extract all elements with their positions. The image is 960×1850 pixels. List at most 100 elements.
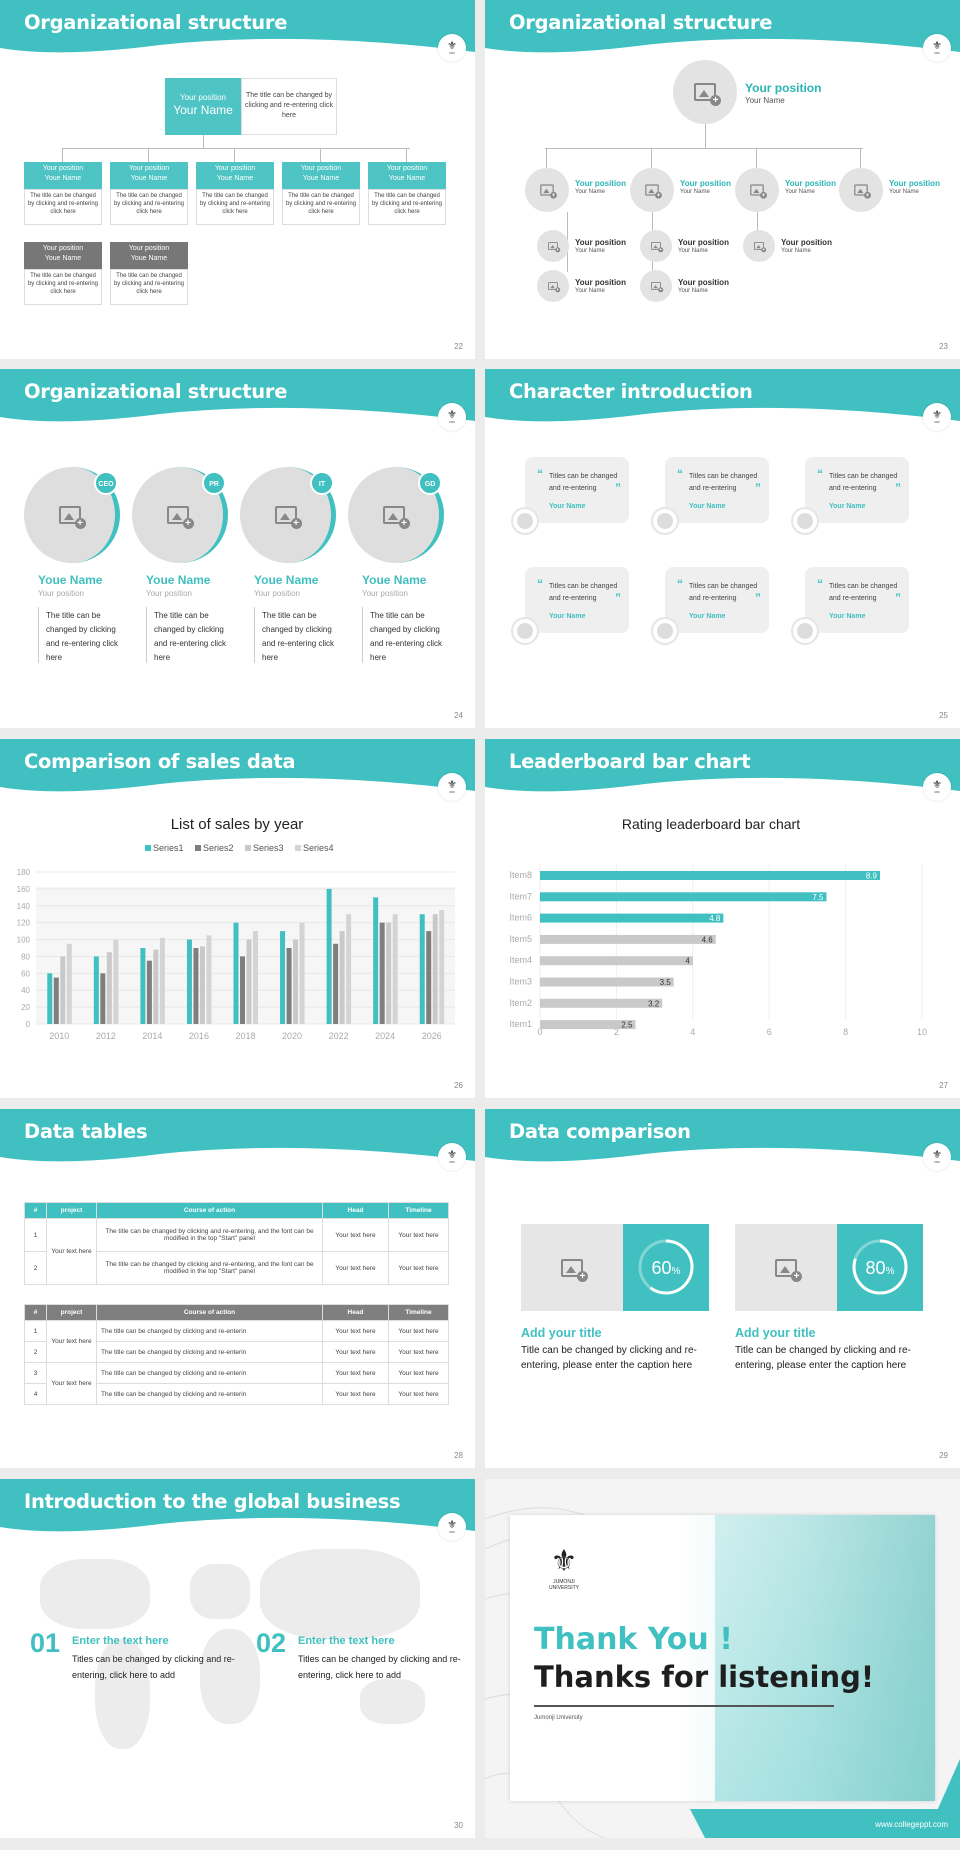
x-tick-label: 8 (843, 1027, 848, 1037)
sub-member-avatar[interactable] (743, 230, 775, 262)
item-text: Titles can be changed by clicking and re… (298, 1654, 461, 1680)
org-member-box[interactable]: Your position Youe Name (24, 162, 102, 189)
slide-title: Data comparison (509, 1120, 691, 1143)
org-member-box[interactable]: Your position Youe Name (110, 242, 188, 269)
org-member-box[interactable]: Your position Youe Name (368, 162, 446, 189)
legend-label: Series1 (153, 843, 184, 853)
bar (419, 914, 425, 1024)
quote-card[interactable]: “ Titles can be changed and re-entering” Y… (665, 457, 769, 523)
slide-25[interactable]: Character introduction ⚜ UNIV “ Titles can… (485, 369, 960, 728)
sub-member-avatar[interactable] (537, 230, 569, 262)
open-quote-icon: “ (677, 577, 683, 591)
sub-member-avatar[interactable] (640, 270, 672, 302)
bar (159, 937, 165, 1024)
data-label: 2.5 (621, 1021, 633, 1030)
data-label: 3.2 (648, 999, 660, 1008)
member-position: Your position (146, 589, 192, 598)
bar (253, 931, 258, 1024)
image-icon (651, 281, 664, 293)
slide-30[interactable]: Introduction to the global business ⚜ UNI… (0, 1479, 475, 1838)
percent-panel: 60% (623, 1224, 709, 1311)
org-member-box[interactable]: Your position Youe Name (282, 162, 360, 189)
table-row[interactable]: 3 Your text here The title can be changed … (24, 1362, 449, 1405)
org-member-box[interactable]: Your position Youe Name (24, 242, 102, 269)
quote-card[interactable]: “ Titles can be changed and re-entering” Y… (525, 457, 629, 523)
university-logo: ⚜ UNIV (438, 34, 466, 62)
user-icon (657, 513, 673, 529)
bar (199, 946, 205, 1024)
x-tick-label: 2018 (235, 1031, 255, 1041)
table-row[interactable]: 1 Your text here The title can be changed … (24, 1218, 449, 1285)
quote-name: Your Name (689, 503, 726, 510)
sales-bar-chart: List of sales by year Series1 Series2 Serie… (17, 816, 455, 1041)
website-url[interactable]: www.collegeppt.com (875, 1820, 948, 1829)
item-text: Title can be changed by clicking and re-… (521, 1345, 697, 1371)
org-top-box[interactable]: Your position Your Name (165, 78, 241, 135)
x-tick-label: 2010 (49, 1031, 69, 1041)
member-avatar[interactable] (839, 168, 883, 212)
table-row[interactable]: 2 The title can be changed by clicking an… (24, 1251, 449, 1285)
x-tick-label: 2020 (282, 1031, 302, 1041)
slide-28[interactable]: Data tables ⚜ UNIV # project Course of ac… (0, 1109, 475, 1468)
page-number: 22 (454, 342, 463, 351)
member-name: Youe Name (362, 573, 427, 587)
slide-23[interactable]: Organizational structure ⚜UNIV Your posi… (485, 0, 960, 359)
slide-title: Organizational structure (509, 11, 773, 34)
slide-title: Comparison of sales data (24, 750, 296, 773)
top-avatar[interactable] (673, 60, 737, 124)
avatar (791, 507, 819, 535)
user-icon (517, 513, 533, 529)
member-name: Youe Name (146, 573, 211, 587)
percent-value: 80% (865, 1258, 895, 1278)
page-number: 29 (939, 1451, 948, 1460)
bar (373, 897, 379, 1024)
bar (280, 931, 286, 1024)
thanks-card: ⚜ JUMONJI UNIVERSITY Thank You ! Thanks … (510, 1515, 935, 1801)
table-row[interactable]: 1 Your text here The title can be changed … (24, 1320, 449, 1363)
image-placeholder[interactable] (735, 1224, 837, 1311)
bar (246, 939, 252, 1024)
slide-24[interactable]: Organizational structure ⚜UNIV CEO Youe N… (0, 369, 475, 728)
quote-name: Your Name (549, 613, 586, 620)
y-tick-label: Item1 (509, 1019, 532, 1029)
quote-card[interactable]: “ Titles can be changed and re-entering” Y… (665, 567, 769, 633)
bar (540, 913, 724, 923)
quote-card[interactable]: “ Titles can be changed and re-entering” Y… (805, 457, 909, 523)
slide-29[interactable]: Data comparison ⚜UNIV 60% Add your title T… (485, 1109, 960, 1468)
progress-ring (852, 1239, 908, 1295)
sub-member-avatar[interactable] (640, 230, 672, 262)
x-tick-label: 4 (690, 1027, 695, 1037)
org-member-desc: The title can be changed by clicking and… (368, 189, 446, 225)
slide-31[interactable]: ⚜ JUMONJI UNIVERSITY Thank You ! Thanks … (485, 1479, 960, 1838)
member-avatar[interactable] (525, 168, 569, 212)
member-avatar[interactable] (735, 168, 779, 212)
quote-card[interactable]: “ Titles can be changed and re-entering” Y… (805, 567, 909, 633)
percent-panel: 80% (837, 1224, 923, 1311)
image-icon (548, 241, 561, 253)
slide-22[interactable]: Organizational structure ⚜ UNIV Your posi… (0, 0, 475, 359)
slide-26[interactable]: Comparison of sales data ⚜ UNIV List of s… (0, 739, 475, 1098)
chart-title: List of sales by year (171, 816, 304, 833)
user-icon (517, 623, 533, 639)
member-position: Your position (254, 589, 300, 598)
table-row[interactable]: 4 The title can be changed by clicking an… (24, 1383, 449, 1405)
table-row[interactable]: 2 The title can be changed by clicking an… (24, 1341, 449, 1363)
org-member-box[interactable]: Your position Youe Name (196, 162, 274, 189)
quote-card[interactable]: “ Titles can be changed and re-entering” Y… (525, 567, 629, 633)
org-member-box[interactable]: Your position Youe Name (110, 162, 188, 189)
member-name: Your Name (680, 189, 710, 195)
bar (540, 892, 827, 902)
top-position: Your position (745, 81, 822, 95)
image-icon (754, 241, 767, 253)
item-number: 02 (256, 1628, 287, 1658)
item-heading: Add your title (735, 1326, 816, 1340)
sub-member-avatar[interactable] (537, 270, 569, 302)
bar (392, 914, 398, 1024)
slide-27[interactable]: Leaderboard bar chart ⚜ UNIV Rating leade… (485, 739, 960, 1098)
slide-title: Leaderboard bar chart (509, 750, 751, 773)
member-photo[interactable] (240, 467, 336, 563)
image-placeholder[interactable] (521, 1224, 623, 1311)
y-tick-label: Item7 (509, 891, 532, 901)
y-tick-label: 160 (17, 885, 31, 894)
member-avatar[interactable] (630, 168, 674, 212)
